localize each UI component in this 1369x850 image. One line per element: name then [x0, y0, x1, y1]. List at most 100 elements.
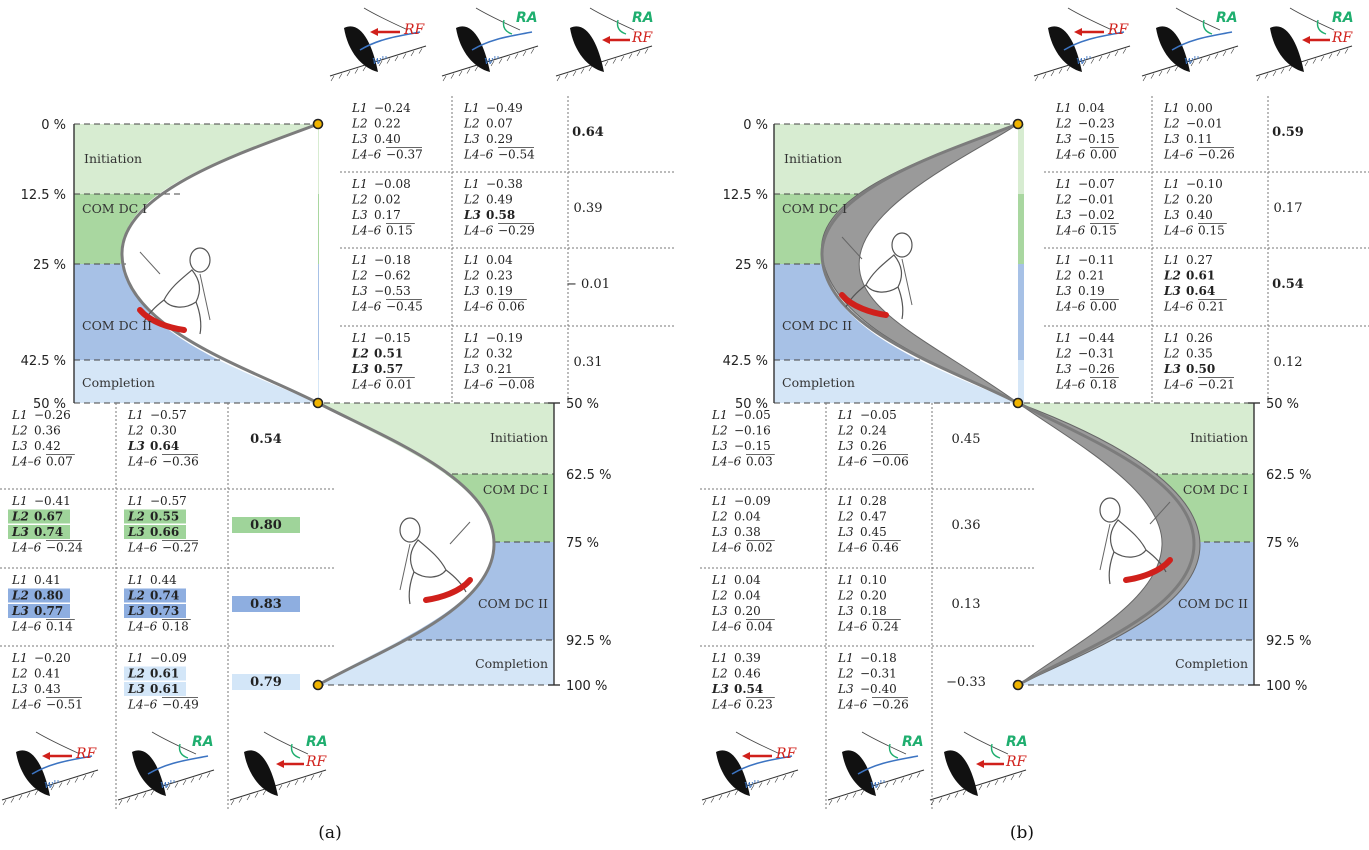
illustration-icon-rf: RF w'': [1, 731, 99, 806]
percent-label-first: 50 %: [735, 397, 768, 412]
slope-hatch: [522, 50, 527, 57]
cell-value: −0.31: [860, 667, 897, 681]
slope-hatch: [612, 58, 617, 64]
table-row: L1 −0.44 L2 −0.31 L3 −0.26 L4–6 0.18 L1 0.26 L2 0.3…: [1055, 331, 1302, 392]
table-row: L1 −0.20 L2 0.41 L3 0.43 L4–6 −0.51 L1 −0.09 L2 0.6…: [11, 651, 300, 712]
cell-label: L1: [711, 573, 728, 587]
ra-arc: [1202, 19, 1213, 35]
slope-hatch: [604, 60, 609, 67]
cell-label: L3: [351, 132, 368, 146]
ra-label: RA: [192, 734, 214, 750]
cell-label: L4–6: [1163, 378, 1194, 392]
cell-label: L1: [837, 573, 854, 587]
table-row: L1 −0.08 L2 0.02 L3 0.17 L4–6 0.15 L1 −0.38 L2 0.49…: [351, 177, 602, 238]
slope-hatch: [90, 772, 95, 778]
slope-line: [1033, 45, 1131, 77]
cell-value: 0.80: [34, 589, 63, 603]
cell-value: 0.19: [486, 284, 513, 298]
slope-hatch: [246, 794, 251, 801]
rf-label: RF: [775, 746, 798, 762]
cell-label: L1: [711, 408, 728, 422]
correlation-value: 0.31: [574, 355, 603, 370]
cell-label: L1: [351, 331, 368, 345]
skier-legs: [143, 299, 202, 335]
skier-poles: [139, 251, 211, 321]
cell-label: L2: [1055, 347, 1072, 361]
slope-line: [701, 769, 799, 801]
cell-label: L3: [1055, 362, 1072, 376]
cell-value: 0.06: [498, 300, 525, 314]
ra-label: RA: [632, 10, 654, 26]
slope-hatch: [782, 774, 787, 781]
cell-label: L2: [11, 424, 28, 438]
slope-hatch: [278, 784, 283, 791]
slope-hatch: [572, 70, 577, 77]
slope-hatch: [636, 50, 641, 57]
slope-hatch: [938, 797, 943, 803]
ra-label: RA: [902, 734, 924, 750]
cell-value: −0.15: [1078, 132, 1115, 146]
slope-hatch: [18, 794, 23, 801]
cell-value: 0.42: [34, 439, 61, 453]
cell-value: 0.61: [150, 667, 179, 681]
cell-value: −0.41: [34, 494, 71, 508]
slope-hatch: [1344, 48, 1349, 54]
cell-value: −0.44: [1078, 331, 1115, 345]
cell-value: 0.17: [374, 208, 401, 222]
rf-label: RF: [1107, 22, 1130, 38]
cell-label: L1: [463, 101, 480, 115]
table-row: L1 −0.05 L2 −0.16 L3 −0.15 L4–6 0.03 L1 −0.05 L2 0.…: [711, 408, 980, 469]
phase-label-initiation: Initiation: [84, 151, 142, 166]
slope-hatch: [474, 65, 479, 72]
w-curve: [359, 31, 421, 51]
cell-label: L1: [11, 408, 28, 422]
phase-label-comdc1: COM DC I: [82, 201, 147, 216]
cell-value: 0.24: [872, 620, 899, 634]
table-row: L1 −0.26 L2 0.36 L3 0.42 L4–6 0.07 L1 −0.57 L2 0.30…: [11, 408, 282, 469]
cell-label: L1: [11, 651, 28, 665]
correlation-value: − 0.01: [566, 277, 610, 292]
cell-label: L3: [711, 525, 728, 539]
slope-hatch: [26, 792, 31, 798]
percent-label-second: 50 %: [1266, 397, 1299, 412]
slope-hatch: [790, 772, 795, 778]
cell-value: −0.16: [734, 424, 771, 438]
cell-value: 0.26: [1186, 331, 1213, 345]
cell-label: L2: [351, 269, 368, 283]
phase-label-comdc1: COM DC I: [782, 201, 847, 216]
slope-hatch: [198, 774, 203, 781]
cell-value: 0.07: [46, 455, 73, 469]
slope-hatch: [166, 784, 171, 791]
table-row: L1 0.41 L2 0.80 L3 0.77 L4–6 0.14 L1 0.44 L2 0.74 L3…: [8, 573, 300, 634]
skier-second-turn: [1099, 497, 1173, 585]
cell-label: L3: [1163, 208, 1180, 222]
slope-hatch: [498, 58, 503, 64]
table-row: L1 0.04 L2 −0.23 L3 −0.15 L4–6 0.00 L1 0.00 L2 −0.0…: [1055, 101, 1304, 162]
rf-arrow-head: [42, 752, 50, 760]
slope-hatch: [1328, 53, 1333, 59]
slope-hatch: [1114, 50, 1119, 57]
cell-highlight: [8, 525, 70, 539]
cell-value: −0.10: [1186, 177, 1223, 191]
cell-highlight: [124, 509, 186, 524]
slope-hatch: [876, 784, 881, 791]
cell-label: L2: [1055, 193, 1072, 207]
slope-hatch: [836, 797, 841, 803]
slope-hatch: [1050, 70, 1055, 77]
skier-second-turn: [399, 517, 473, 605]
ra-label: RA: [306, 734, 328, 750]
w-curve: [857, 755, 919, 775]
cell-value: 0.14: [46, 620, 73, 634]
cell-label: L1: [1163, 331, 1180, 345]
cell-value: −0.05: [734, 408, 771, 422]
phase-label-comdc2: COM DC II: [82, 318, 152, 333]
slope-hatch: [628, 53, 633, 59]
cell-highlight: [8, 509, 70, 524]
slope-hatch: [346, 70, 351, 77]
leg-sketch: [861, 731, 907, 755]
rf-label: RF: [75, 746, 98, 762]
slope-line: [229, 769, 327, 801]
slope-hatch: [702, 799, 707, 806]
slope-hatch: [2, 799, 7, 806]
slope-hatch: [1272, 70, 1277, 77]
